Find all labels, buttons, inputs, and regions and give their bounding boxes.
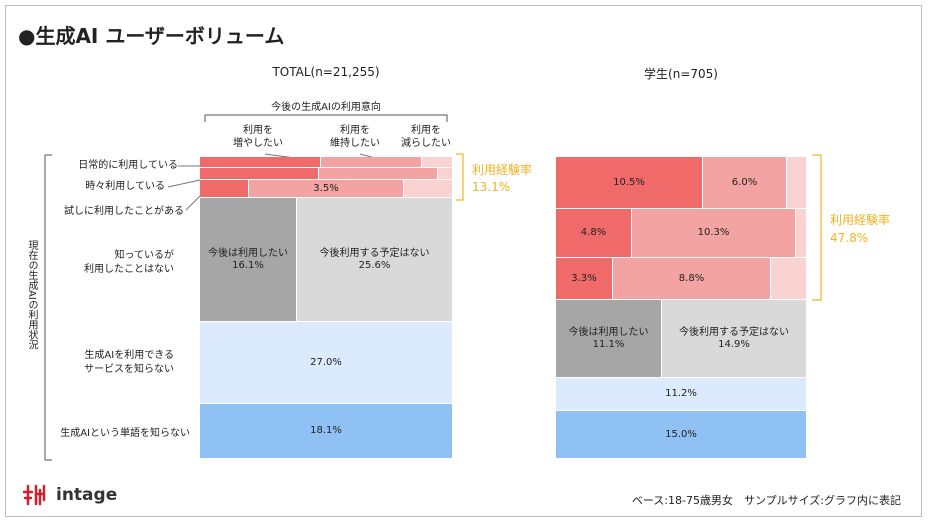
total-dont-know-service: 27.0%	[200, 322, 452, 403]
total-no-plan-label: 今後利用する予定はない 25.6%	[319, 247, 430, 271]
intent-col-maintain: 利用を 維持したい	[330, 125, 380, 149]
row-label-know-not-used: 知っているが 利用したことはない	[84, 250, 174, 275]
student-daily-increase: 10.5%	[556, 157, 702, 208]
total-sometimes-decrease	[438, 168, 452, 179]
student-tried-increase-label: 3.3%	[571, 272, 597, 284]
row-leader-lines	[167, 153, 376, 211]
intage-logo-text: intage	[56, 485, 118, 505]
total-no-plan: 今後利用する予定はない 25.6%	[297, 198, 452, 321]
total-experience-label: 利用経験率	[472, 163, 533, 177]
total-tried-maintain: 3.5%	[249, 180, 403, 197]
total-tried-increase	[200, 180, 248, 197]
total-daily-increase	[200, 157, 320, 167]
total-experience-bracket	[456, 153, 464, 201]
total-daily-maintain	[321, 157, 421, 167]
total-dont-know-word-label: 18.1%	[310, 425, 342, 436]
student-sometimes-decrease	[796, 209, 806, 257]
total-daily-decrease	[422, 157, 452, 167]
row-label-dont-know-word: 生成AIという単語を知らない	[60, 428, 190, 439]
total-want-use: 今後は利用したい 16.1%	[200, 198, 296, 321]
student-dont-know-service: 11.2%	[556, 378, 806, 410]
y-axis-label: 現在の生成AIの利用状況	[26, 240, 37, 350]
total-tried-maintain-label: 3.5%	[313, 182, 339, 194]
total-tried-decrease	[404, 180, 452, 197]
student-sometimes-maintain-label: 10.3%	[697, 227, 730, 238]
intage-logo: intage	[22, 482, 117, 508]
student-experience-bracket	[812, 154, 822, 301]
student-sometimes-maintain: 10.3%	[632, 209, 795, 257]
intent-col-increase: 利用を 増やしたい	[233, 125, 283, 149]
student-daily-maintain-label: 6.0%	[731, 176, 758, 188]
student-chart-title: 学生(n=705)	[644, 67, 718, 81]
student-tried-decrease	[771, 258, 806, 299]
total-want-use-label: 今後は利用したい 16.1%	[208, 247, 288, 271]
student-sometimes-increase-label: 4.8%	[580, 227, 607, 238]
student-daily-decrease	[787, 157, 806, 208]
row-label-daily: 日常的に利用している	[78, 160, 178, 171]
slide-title: ●生成AI ユーザーボリューム	[18, 24, 285, 48]
row-label-sometimes: 時々利用している	[85, 181, 165, 192]
total-experience-value: 13.1%	[472, 180, 511, 194]
intage-logo-mark-icon	[22, 484, 46, 506]
student-daily-maintain: 6.0%	[703, 157, 786, 208]
row-label-tried: 試しに利用したことがある	[64, 206, 184, 217]
slide-frame	[5, 5, 922, 517]
student-tried-increase: 3.3%	[556, 258, 612, 299]
student-want-use: 今後は利用したい 11.1%	[556, 300, 661, 377]
student-experience-value: 47.8%	[830, 231, 869, 245]
student-no-plan-label: 今後利用する予定はない 14.9%	[679, 326, 789, 350]
student-want-use-label: 今後は利用したい 11.1%	[568, 326, 649, 350]
student-dont-know-word-label: 15.0%	[665, 428, 697, 440]
total-dont-know-word: 18.1%	[200, 404, 452, 458]
total-chart-title: TOTAL(n=21,255)	[272, 65, 380, 79]
student-dont-know-word: 15.0%	[556, 411, 806, 458]
y-axis-bracket	[44, 154, 52, 461]
intent-bracket	[204, 114, 448, 122]
student-sometimes-increase: 4.8%	[556, 209, 631, 257]
student-tried-maintain: 8.8%	[613, 258, 770, 299]
intent-header: 今後の生成AIの利用意向	[271, 102, 381, 113]
total-dont-know-service-label: 27.0%	[310, 356, 342, 368]
student-tried-maintain-label: 8.8%	[678, 272, 705, 284]
student-daily-increase-label: 10.5%	[613, 176, 645, 188]
total-sometimes-maintain	[319, 168, 437, 179]
student-dont-know-service-label: 11.2%	[665, 388, 697, 399]
total-sometimes-increase	[200, 168, 318, 179]
intent-col-decrease: 利用を 減らしたい	[401, 125, 451, 149]
student-no-plan: 今後利用する予定はない 14.9%	[662, 300, 806, 377]
student-experience-label: 利用経験率	[830, 213, 891, 227]
footer-note: ベース:18-75歳男女 サンプルサイズ:グラフ内に表記	[631, 494, 901, 507]
row-label-dont-know-service: 生成AIを利用できる サービスを知らない	[84, 350, 174, 375]
